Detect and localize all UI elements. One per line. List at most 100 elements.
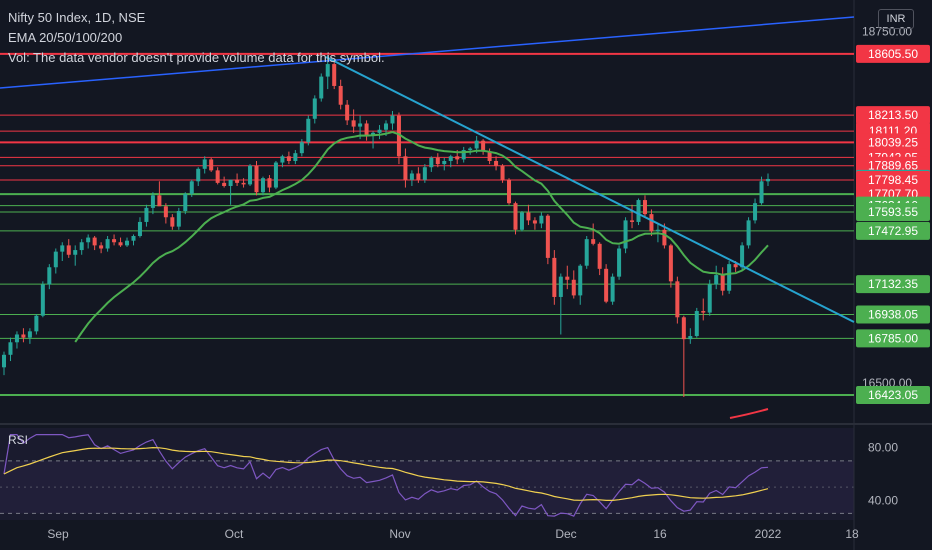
candle-body [642,200,647,215]
candle-body [189,181,194,194]
candle-body [228,179,233,186]
candle-body [125,240,130,246]
falling-trendline [325,56,855,323]
candle-body [500,165,505,180]
candle-body [390,115,395,124]
candle-body [552,257,557,297]
candle-body [571,279,576,296]
candle-body [34,315,39,332]
candle-body [209,159,214,171]
candle-body [14,334,19,343]
price-label-support: 16938.05 [868,307,918,321]
candle-body [403,156,408,180]
candle-body [740,245,745,268]
candle-body [604,268,609,302]
price-label-box [856,329,930,348]
candle-body [617,248,622,277]
price-label-box [856,305,930,324]
candle-body [40,284,45,316]
candle-body [487,151,492,161]
candle-body [202,159,207,169]
candle-body [707,284,712,313]
price-label-box [856,385,930,404]
candle-body [157,195,162,207]
candle-body [435,157,440,165]
candle-body [60,245,65,252]
price-label-support: 17132.35 [868,277,918,291]
candle-body [655,229,660,232]
candle-body [649,214,654,232]
candle-body [196,168,201,182]
time-tick-label: Oct [225,527,244,541]
price-label-box [856,106,930,125]
candle-body [662,229,667,246]
rsi-tick-label: 40.00 [868,493,898,507]
candle-body [720,275,725,291]
rsi-pane-background [0,428,854,520]
ema-line [74,130,769,343]
price-label-support: 16423.05 [868,388,918,402]
candle-body [312,98,317,119]
currency-button[interactable]: INR [878,9,914,29]
price-label-box [856,44,930,63]
candle-body [118,242,123,246]
candle-body [260,178,265,193]
candle-body [746,220,751,246]
price-label-box [856,275,930,294]
candle-body [248,165,253,185]
candle-body [753,203,758,221]
candle-body [714,275,719,285]
candle-body [66,245,71,255]
candle-body [241,182,246,185]
candle-body [630,220,635,222]
candle-body [222,182,227,186]
candle-body [358,123,363,127]
candle-body [591,239,596,244]
candle-body [416,173,421,180]
price-label-box [856,170,930,189]
candle-body [73,250,78,255]
long-ema-segment [729,408,769,419]
candle-body [461,150,466,160]
candle-body [448,156,453,161]
candle-body [267,178,272,188]
candle-body [727,264,732,291]
candle-body [47,267,52,285]
candle-body [681,317,686,340]
candle-body [668,245,673,282]
rising-trendline [0,16,855,89]
candle-body [27,331,32,338]
candle-body [319,76,324,99]
candle-body [53,251,58,268]
candle-body [112,239,117,243]
candle-body [422,167,427,180]
candle-body [150,195,155,208]
rsi-label[interactable]: RSI [8,433,29,447]
candle-body [519,212,524,230]
candle-body [8,342,13,355]
price-label-resistance: 18039.25 [868,135,918,149]
candle-body [286,156,291,161]
candle-body [273,162,278,188]
candle-body [455,156,460,160]
candle-body [1,354,7,368]
time-tick-label: 18 [845,527,859,541]
rsi-ma-line [3,446,769,501]
candle-body [293,153,298,161]
time-tick-label: Sep [47,527,69,541]
candle-body [694,311,699,337]
candle-body [345,104,350,121]
candle-body [170,217,175,227]
candle-body [610,276,615,302]
price-label-support: 17593.55 [868,205,918,219]
candle-body [688,336,693,340]
candle-body [513,203,518,230]
candle-body [733,264,738,268]
candle-body [99,245,104,249]
candle-body [675,281,680,318]
candle-body [565,276,570,280]
price-label-box [856,133,930,152]
time-tick-label: Dec [555,527,576,541]
candle-body [545,215,550,258]
